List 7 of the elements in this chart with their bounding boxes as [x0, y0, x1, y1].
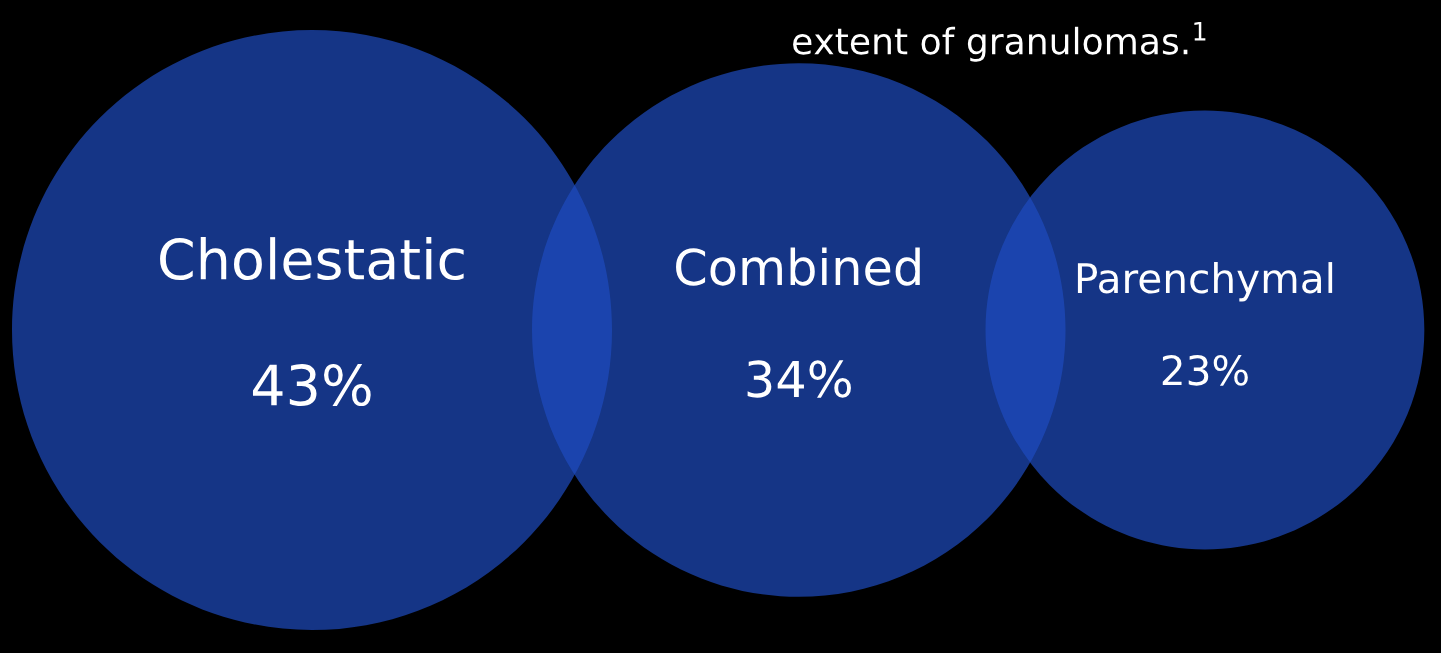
data-label: 23%: [1162, 354, 1248, 386]
text: extent of granulomas.$^{1}$: [793, 21, 1206, 62]
category-label: Combined: [676, 247, 920, 286]
category-label: Cholestatic: [160, 237, 464, 281]
data-label: 43%: [252, 364, 371, 407]
category-label: Parenchymal: [1077, 262, 1333, 302]
data-label: 34%: [747, 360, 851, 398]
